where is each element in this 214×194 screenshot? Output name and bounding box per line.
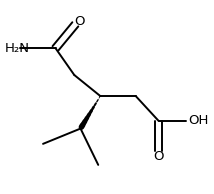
Text: OH: OH [188,114,208,127]
Text: O: O [153,150,164,163]
Text: O: O [74,15,85,28]
Text: H₂N: H₂N [4,42,30,55]
